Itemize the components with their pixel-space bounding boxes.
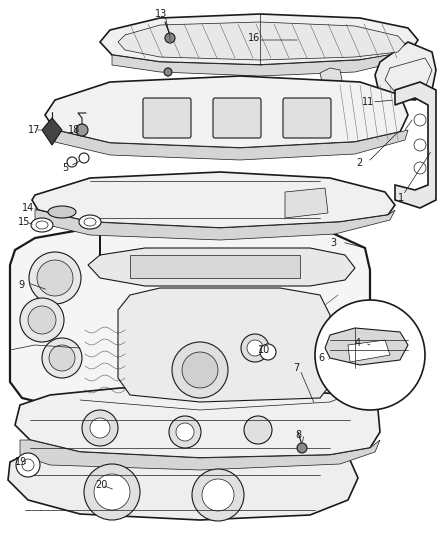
Text: 8: 8: [295, 430, 301, 440]
Circle shape: [42, 338, 82, 378]
Polygon shape: [375, 42, 436, 100]
Polygon shape: [395, 82, 436, 208]
Polygon shape: [100, 14, 418, 65]
FancyBboxPatch shape: [143, 98, 191, 138]
Circle shape: [94, 474, 130, 510]
Polygon shape: [10, 225, 370, 418]
Polygon shape: [8, 442, 358, 520]
Polygon shape: [320, 68, 342, 85]
Text: 17: 17: [28, 125, 40, 135]
Text: 10: 10: [258, 345, 270, 355]
Circle shape: [202, 479, 234, 511]
Circle shape: [20, 298, 64, 342]
Text: 7: 7: [293, 363, 299, 373]
Circle shape: [90, 418, 110, 438]
Text: 19: 19: [15, 457, 27, 467]
Circle shape: [164, 68, 172, 76]
Circle shape: [67, 157, 77, 167]
Polygon shape: [88, 232, 355, 286]
Circle shape: [182, 352, 218, 388]
Polygon shape: [348, 340, 390, 362]
Circle shape: [241, 334, 269, 362]
Text: 5: 5: [62, 163, 68, 173]
Ellipse shape: [36, 221, 48, 229]
Circle shape: [79, 153, 89, 163]
Text: 13: 13: [155, 9, 167, 19]
Circle shape: [414, 139, 426, 151]
Polygon shape: [325, 328, 408, 365]
Circle shape: [37, 260, 73, 296]
Polygon shape: [32, 172, 395, 228]
Polygon shape: [55, 130, 408, 160]
Ellipse shape: [79, 215, 101, 229]
Polygon shape: [42, 118, 62, 145]
Circle shape: [49, 345, 75, 371]
Circle shape: [84, 464, 140, 520]
Polygon shape: [112, 52, 410, 76]
FancyBboxPatch shape: [213, 98, 261, 138]
Circle shape: [172, 342, 228, 398]
Text: 4: 4: [355, 338, 361, 348]
Polygon shape: [20, 440, 380, 470]
Circle shape: [297, 443, 307, 453]
Text: 16: 16: [248, 33, 260, 43]
Circle shape: [315, 300, 425, 410]
Circle shape: [260, 344, 276, 360]
Text: 11: 11: [362, 97, 374, 107]
Circle shape: [76, 124, 88, 136]
Polygon shape: [118, 22, 405, 60]
Text: 9: 9: [18, 280, 24, 290]
Text: 3: 3: [330, 238, 336, 248]
Polygon shape: [118, 288, 330, 402]
Circle shape: [29, 252, 81, 304]
Ellipse shape: [31, 218, 53, 232]
Circle shape: [192, 469, 244, 521]
Polygon shape: [130, 255, 300, 278]
Text: 6: 6: [318, 353, 324, 363]
Polygon shape: [15, 388, 380, 458]
Text: 1: 1: [398, 193, 404, 203]
Text: 14: 14: [22, 203, 34, 213]
Text: 18: 18: [68, 125, 80, 135]
FancyBboxPatch shape: [283, 98, 331, 138]
Circle shape: [169, 416, 201, 448]
Polygon shape: [45, 76, 408, 148]
Text: 15: 15: [18, 217, 30, 227]
Polygon shape: [285, 188, 328, 218]
Circle shape: [28, 306, 56, 334]
Circle shape: [165, 33, 175, 43]
Circle shape: [247, 340, 263, 356]
Circle shape: [16, 453, 40, 477]
Circle shape: [244, 416, 272, 444]
Circle shape: [414, 162, 426, 174]
Text: 2: 2: [356, 158, 362, 168]
Ellipse shape: [48, 206, 76, 218]
Circle shape: [22, 459, 34, 471]
Circle shape: [82, 410, 118, 446]
Ellipse shape: [84, 218, 96, 226]
Circle shape: [176, 423, 194, 441]
Polygon shape: [35, 210, 395, 240]
Text: 20: 20: [95, 480, 107, 490]
Circle shape: [414, 114, 426, 126]
